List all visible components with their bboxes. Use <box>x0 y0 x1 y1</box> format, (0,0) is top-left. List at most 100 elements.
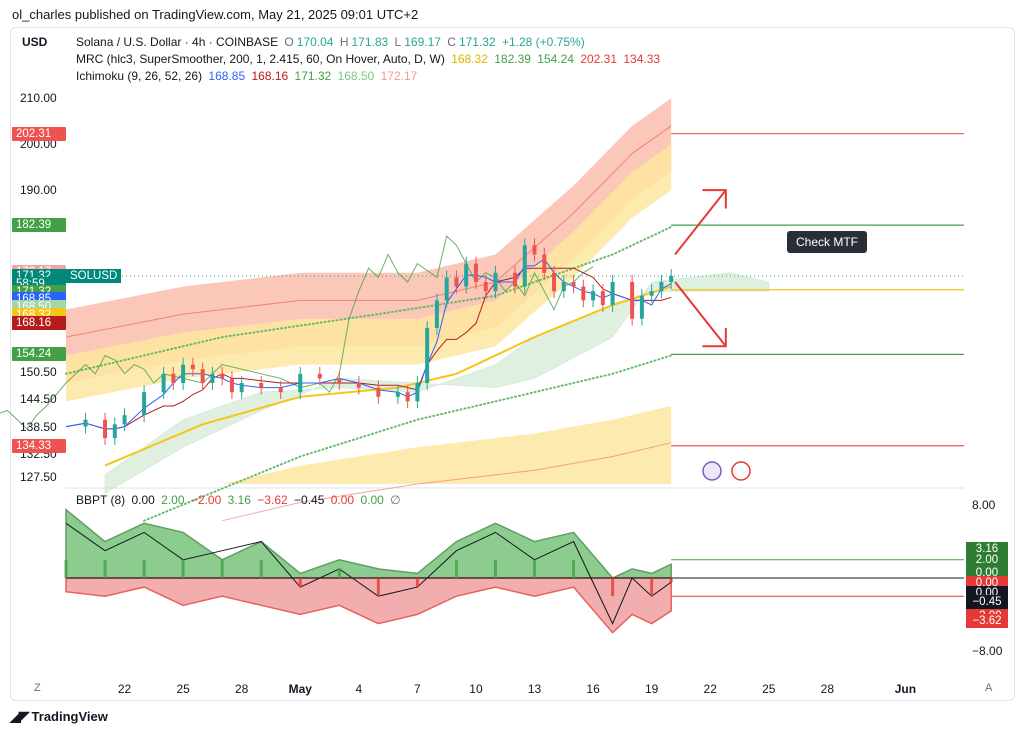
bbpt-histogram-bar <box>669 578 673 583</box>
mrc-r2-value: 202.31 <box>580 52 618 66</box>
bbpt-axis-label: 3.16 <box>966 542 1008 557</box>
bbpt-v2: −2.00 <box>190 493 222 507</box>
tradingview-brand[interactable]: ◢◤ TradingView <box>10 708 108 725</box>
close-value: 171.32 <box>458 35 496 49</box>
bbpt-v0: 0.00 <box>131 493 155 507</box>
bbpt-histogram-bar <box>181 559 185 578</box>
candle-body <box>278 387 283 393</box>
kijun-value: 168.16 <box>251 69 289 83</box>
candle-body <box>317 373 322 379</box>
candle-body <box>122 415 127 425</box>
time-tick-label: May <box>288 682 312 696</box>
candle-body <box>200 369 205 383</box>
bbpt-histogram-bar <box>415 578 419 588</box>
bbpt-axis-label: 8.00 <box>972 498 996 513</box>
bbpt-name[interactable]: BBPT (8) <box>76 493 126 507</box>
bbpt-axis-label: −0.45 <box>966 594 1008 609</box>
candle-body <box>395 392 400 397</box>
us-flag-icon <box>731 461 751 481</box>
mrc-lower-line <box>222 442 672 522</box>
mrc-lower-band <box>222 406 672 484</box>
candle-body <box>542 254 547 273</box>
candle-body <box>210 373 215 383</box>
mrc-s2-value: 134.33 <box>623 52 661 66</box>
bbpt-v6: 0.00 <box>330 493 355 507</box>
time-tick-label: 25 <box>176 682 190 696</box>
mrc-r1-value: 182.39 <box>494 52 531 66</box>
brand-name: TradingView <box>31 709 108 724</box>
candle-body <box>571 282 576 287</box>
candle-body <box>552 272 557 292</box>
projection-arrow-up <box>674 189 727 256</box>
price-value-tag: 134.33 <box>12 438 66 453</box>
bbpt-v1: 2.00 <box>161 493 185 507</box>
check-mtf-tooltip[interactable]: Check MTF <box>787 231 868 253</box>
time-tick-label: Jun <box>894 682 917 696</box>
close-label: C <box>447 35 456 49</box>
symbol-title[interactable]: Solana / U.S. Dollar · 4h · COINBASE <box>76 35 279 49</box>
candle-body <box>434 300 439 328</box>
auto-scale-button[interactable]: A <box>985 682 993 694</box>
candle-body <box>483 282 488 292</box>
bbpt-histogram-bar <box>533 559 537 578</box>
candle-body <box>610 282 615 305</box>
currency-label[interactable]: USD <box>22 35 48 49</box>
mrc-s1-value: 154.24 <box>537 52 574 66</box>
time-tick-label: 13 <box>527 682 542 696</box>
candle-body <box>649 291 654 296</box>
bbpt-bull-area <box>65 508 672 579</box>
time-tick-label: 22 <box>703 682 717 696</box>
bbpt-v3: 3.16 <box>227 493 251 507</box>
bbpt-v4: −3.62 <box>257 493 288 507</box>
bbpt-histogram-bar <box>454 559 458 578</box>
symbol-legend: Solana / U.S. Dollar · 4h · COINBASE O 17… <box>76 35 588 49</box>
bbpt-line <box>65 522 672 625</box>
time-tick-label: 25 <box>762 682 776 696</box>
candle-body <box>669 275 674 282</box>
bbpt-histogram-bar <box>337 568 341 578</box>
bbpt-v7: 0.00 <box>360 493 384 507</box>
candle-body <box>239 383 244 393</box>
candle-body <box>171 373 176 383</box>
low-value: 169.17 <box>404 35 441 49</box>
price-value-tag: 168.16 <box>12 315 66 330</box>
projection-arrow-up-head <box>702 189 727 209</box>
time-tick-label: 28 <box>820 682 835 696</box>
candle-body <box>190 364 195 370</box>
bbpt-histogram-bar <box>220 559 224 578</box>
candle-body <box>561 282 566 292</box>
candle-body <box>659 282 664 292</box>
projection-arrow-down <box>674 281 727 347</box>
bbpt-histogram-bar <box>259 559 263 578</box>
candle-body <box>464 263 469 287</box>
candle-body <box>161 373 166 393</box>
price-tick-label: 190.00 <box>20 183 57 198</box>
ichimoku-name[interactable]: Ichimoku (9, 26, 52, 26) <box>76 69 203 83</box>
bbpt-legend: BBPT (8) 0.00 2.00 −2.00 3.16 −3.62 −0.4… <box>76 493 404 507</box>
zoom-button[interactable]: Z <box>34 682 41 694</box>
time-tick-label: 22 <box>117 682 132 696</box>
tradingview-logo-icon: ◢◤ <box>10 708 29 724</box>
candle-body <box>298 373 303 393</box>
candle-body <box>532 245 537 255</box>
price-tick-label: 210.00 <box>20 91 57 106</box>
chikou-value: 171.32 <box>294 69 332 83</box>
candle-body <box>513 272 517 287</box>
candle-body <box>522 245 527 287</box>
span-b-value: 172.17 <box>380 69 418 83</box>
price-value-tag: 154.24 <box>12 347 66 362</box>
candle-body <box>600 291 605 305</box>
candle-body <box>405 392 410 402</box>
ichimoku-cloud <box>104 272 770 494</box>
candle-body <box>220 373 225 379</box>
candle-body <box>454 277 459 287</box>
bbpt-v5: −0.45 <box>294 493 325 507</box>
candle-body <box>103 419 108 439</box>
mrc-name[interactable]: MRC (hlc3, SuperSmoother, 200, 1, 2.415,… <box>76 52 445 66</box>
price-tick-label: 138.50 <box>20 419 57 434</box>
time-tick-label: 10 <box>469 682 483 696</box>
candle-body <box>639 295 644 319</box>
bbpt-histogram-bar <box>650 578 654 597</box>
candle-body <box>83 419 88 427</box>
